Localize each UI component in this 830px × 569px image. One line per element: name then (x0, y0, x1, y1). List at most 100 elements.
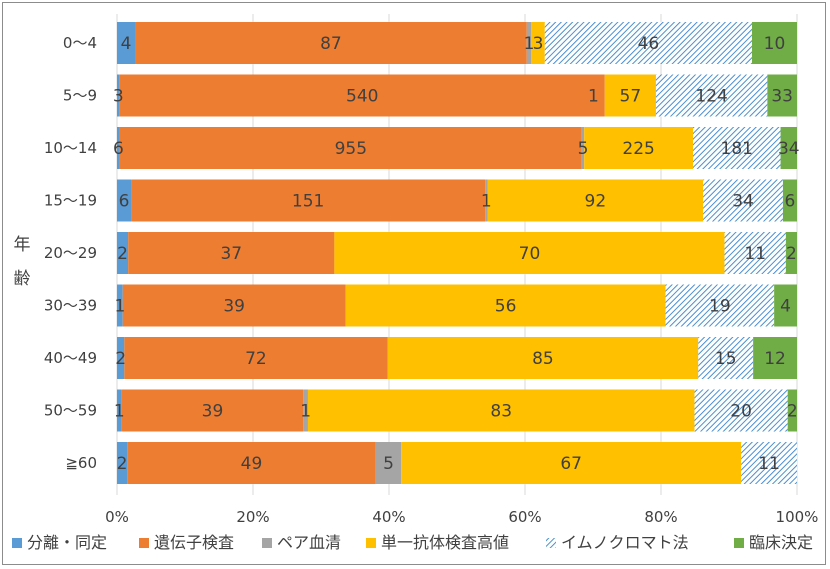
legend: 分離・同定 遺伝子検査 ペア血清 単一抗体検査高値 イムノクロマト法 臨床決定 (12, 533, 813, 552)
data-label: 1 (300, 402, 311, 422)
data-label: 46 (638, 34, 660, 54)
data-label: 85 (532, 349, 554, 369)
category-label: 50〜59 (44, 402, 97, 420)
data-label: 33 (771, 87, 793, 107)
data-label: 2 (117, 454, 128, 474)
bar-segment (119, 127, 582, 169)
bar-segment (117, 22, 136, 64)
data-label: 34 (778, 139, 800, 159)
category-labels: 0〜4 5〜9 10〜14 15〜19 20〜29 30〜39 40〜49 50〜59 ≧60 (44, 34, 97, 472)
bar-segment (334, 232, 725, 274)
data-label: 39 (202, 402, 224, 422)
bar-segment (655, 74, 768, 117)
data-label: 49 (241, 454, 263, 474)
bar-segment (117, 179, 132, 222)
data-label: 2 (787, 402, 798, 422)
bar-segment (703, 179, 783, 222)
legend-swatch (366, 538, 376, 548)
category-label: 5〜9 (63, 87, 97, 105)
x-tick-label: 40% (372, 508, 405, 526)
data-label: 2 (115, 349, 126, 369)
bar-segment (741, 442, 797, 484)
x-tick-label: 0% (105, 508, 129, 526)
data-label: 11 (744, 244, 766, 264)
data-label: 11 (758, 454, 780, 474)
bar-segment (780, 127, 797, 169)
data-label: 2 (786, 244, 797, 264)
bar-segment (131, 179, 486, 222)
category-label: 10〜14 (44, 139, 97, 157)
category-label: ≧60 (65, 454, 97, 472)
data-label: 6 (785, 192, 796, 212)
legend-swatch (262, 538, 272, 548)
legend-swatch (546, 538, 556, 548)
bar-segment (751, 22, 797, 64)
data-label: 12 (764, 349, 786, 369)
y-axis-title: 年齢 (14, 235, 31, 289)
bar-segment (485, 179, 488, 222)
bar-segment (127, 442, 376, 484)
data-label: 3 (533, 34, 544, 54)
category-label: 30〜39 (44, 297, 97, 315)
data-label: 4 (121, 34, 132, 54)
data-label: 1 (481, 192, 492, 212)
bar-segment (531, 22, 545, 64)
legend-label: イムノクロマト法 (561, 533, 689, 552)
data-label: 56 (495, 297, 517, 317)
bar-segment (117, 127, 120, 169)
bar-segment (128, 232, 335, 274)
bar-segment (117, 337, 125, 379)
bar-segment (487, 179, 704, 222)
x-tick-label: 80% (644, 508, 677, 526)
bar-segment (345, 284, 666, 327)
data-label: 15 (715, 349, 737, 369)
data-label: 151 (292, 192, 324, 212)
data-label: 955 (335, 139, 367, 159)
bar-segment (584, 127, 694, 169)
bar-segment (724, 232, 786, 274)
data-label: 70 (519, 244, 541, 264)
legend-label: ペア血清 (277, 533, 341, 552)
bar-segment (526, 22, 532, 64)
y-axis-title-char: 齢 (14, 269, 31, 289)
data-label: 181 (721, 139, 753, 159)
data-label: 1 (524, 34, 535, 54)
bar-segment (117, 232, 129, 274)
legend-label: 単一抗体検査高値 (381, 533, 509, 552)
data-label: 1 (114, 402, 125, 422)
bar-segment (117, 389, 122, 432)
bar-segment (665, 284, 775, 327)
bar-segment (307, 389, 695, 432)
bar-segment (117, 74, 120, 117)
data-label: 6 (119, 192, 130, 212)
data-label: 67 (560, 454, 582, 474)
data-label: 87 (320, 34, 342, 54)
data-label: 3 (113, 87, 124, 107)
legend-swatch (139, 538, 149, 548)
data-label: 57 (620, 87, 642, 107)
data-label: 72 (245, 349, 267, 369)
data-label: 10 (764, 34, 786, 54)
data-label: 1 (588, 87, 599, 107)
bar-segment (135, 22, 527, 64)
bar-segment (787, 389, 797, 432)
bar-segment (375, 442, 402, 484)
x-tick-label: 60% (508, 508, 541, 526)
bar-segment (117, 442, 128, 484)
bar-segment (693, 127, 781, 169)
data-label: 5 (383, 454, 394, 474)
data-label: 37 (220, 244, 242, 264)
data-label: 540 (346, 87, 378, 107)
bar-segment (401, 442, 742, 484)
data-label: 124 (695, 87, 727, 107)
category-label: 40〜49 (44, 349, 97, 367)
legend-label: 分離・同定 (27, 533, 107, 552)
data-label: 1 (114, 297, 125, 317)
category-label: 0〜4 (63, 34, 97, 52)
data-label: 5 (578, 139, 589, 159)
category-label: 15〜19 (44, 192, 97, 210)
bar-segment (753, 337, 797, 379)
